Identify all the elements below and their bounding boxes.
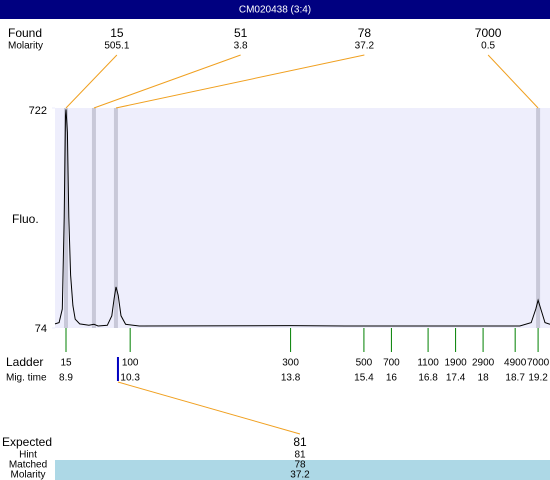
found-connector — [93, 54, 241, 109]
found-molarity: 3.8 — [234, 41, 248, 52]
expected-value: 81 — [293, 435, 307, 449]
matched-band — [55, 460, 550, 480]
title-bar — [0, 0, 550, 19]
ladder-mig-time: 10.3 — [120, 373, 140, 384]
ladder-size: 100 — [122, 358, 139, 369]
found-connector — [115, 54, 365, 109]
expected-row-label: Molarity — [10, 470, 45, 480]
found-molarity: 505.1 — [104, 41, 129, 52]
ladder-mig-time: 17.4 — [446, 373, 466, 384]
ladder-label: Ladder — [6, 355, 43, 369]
ladder-size: 4900 — [504, 358, 527, 369]
found-molarity: 0.5 — [481, 41, 495, 52]
ladder-size: 7000 — [527, 358, 550, 369]
ladder-size: 500 — [356, 358, 373, 369]
expected-connector — [117, 381, 301, 435]
ladder-mig-time: 18 — [478, 373, 490, 384]
ladder-mig-time: 18.7 — [505, 373, 525, 384]
ladder-size: 1100 — [417, 358, 439, 369]
found-size: 15 — [110, 26, 124, 40]
ladder-mig-time: 15.4 — [354, 373, 374, 384]
ladder-mig-time: 16.8 — [418, 373, 438, 384]
found-label: Found — [8, 26, 42, 40]
ladder-size: 2900 — [472, 358, 495, 369]
found-size: 78 — [358, 26, 372, 40]
y-tick-label: 74 — [35, 323, 47, 335]
found-connector — [487, 54, 539, 109]
ladder-size: 15 — [60, 358, 72, 369]
mig-time-label: Mig. time — [6, 373, 47, 384]
ladder-size: 700 — [383, 358, 400, 369]
found-size: 7000 — [475, 26, 502, 40]
expected-label: Expected — [2, 435, 52, 449]
expected-row-label: Matched — [9, 460, 47, 471]
found-size: 51 — [234, 26, 248, 40]
trace — [54, 109, 550, 327]
y-tick-label: 722 — [29, 105, 47, 117]
y-axis-label: Fluo. — [12, 212, 39, 226]
molarity-label: Molarity — [8, 41, 43, 52]
ladder-mig-time: 19.2 — [528, 373, 548, 384]
ladder-size: 1900 — [444, 358, 467, 369]
found-connector — [65, 54, 118, 109]
expected-row-value: 78 — [294, 460, 306, 471]
expected-row-value: 81 — [294, 450, 306, 461]
ladder-mig-time: 8.9 — [59, 373, 73, 384]
found-molarity: 37.2 — [355, 41, 375, 52]
ladder-mig-time: 16 — [386, 373, 398, 384]
title: CM020438 (3:4) — [239, 5, 311, 16]
expected-row-label: Hint — [19, 450, 37, 461]
ladder-size: 300 — [282, 358, 299, 369]
ladder-mig-time: 13.8 — [281, 373, 301, 384]
plot-area — [55, 108, 550, 328]
expected-row-value: 37.2 — [290, 470, 310, 480]
